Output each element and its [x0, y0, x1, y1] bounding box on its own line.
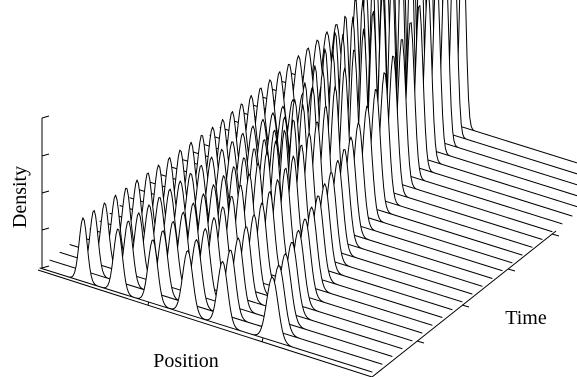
density-curves — [39, 0, 577, 373]
density-axis-label: Density — [9, 166, 31, 228]
position-axis-label: Position — [153, 350, 219, 372]
density-tick-5 — [41, 115, 50, 119]
time-axis-label: Time — [505, 307, 547, 329]
axes — [37, 115, 560, 377]
density-tick-3 — [41, 190, 50, 194]
density-tick-4 — [41, 153, 50, 157]
time-tick-3 — [507, 268, 516, 272]
time-tick-4 — [551, 233, 560, 237]
position-axis-line — [37, 269, 373, 377]
time-tick-2 — [461, 304, 470, 308]
time-tick-1 — [416, 340, 425, 344]
density-tick-2 — [41, 227, 50, 231]
density-tick-1 — [41, 265, 50, 269]
density-slice-1 — [39, 217, 373, 373]
time-axis-line — [371, 230, 557, 377]
